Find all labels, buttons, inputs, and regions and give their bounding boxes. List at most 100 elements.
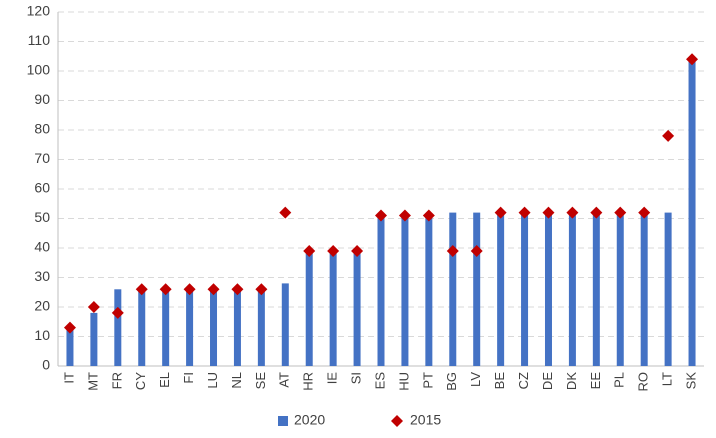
y-tick-label: 50	[34, 209, 50, 225]
x-tick-label: IE	[325, 372, 340, 385]
x-tick-label: FR	[109, 372, 124, 389]
x-tick-label: SI	[349, 372, 364, 384]
x-tick-label: ES	[372, 372, 387, 390]
bar-lv	[473, 212, 481, 366]
marker-fi	[183, 283, 196, 296]
marker-ee	[590, 206, 603, 219]
x-tick-label: RO	[636, 372, 651, 392]
marker-at	[279, 206, 292, 219]
marker-es	[375, 209, 387, 222]
bar-mt	[90, 312, 98, 366]
bar-pt	[425, 215, 433, 366]
y-tick-label: 90	[34, 91, 50, 107]
x-tick-label: NL	[229, 372, 244, 389]
x-tick-label: PL	[612, 372, 627, 388]
marker-si	[351, 244, 364, 257]
x-tick-label: PT	[420, 372, 435, 389]
bar-be	[497, 212, 505, 366]
bar-lt	[664, 212, 672, 366]
x-tick-label: SE	[253, 372, 268, 390]
marker-hr	[303, 244, 316, 257]
x-tick-label: HU	[396, 372, 411, 391]
x-tick-label: LV	[468, 372, 483, 387]
x-tick-label: EL	[157, 372, 172, 388]
y-tick-label: 80	[34, 121, 50, 137]
x-tick-label: BE	[492, 372, 507, 390]
bar-ie	[329, 250, 337, 366]
y-tick-label: 20	[34, 298, 50, 314]
marker-it	[63, 321, 76, 334]
y-tick-label: 10	[34, 327, 50, 343]
bar-lu	[210, 289, 218, 366]
x-tick-label: LT	[660, 372, 675, 386]
y-tick-label: 0	[42, 357, 50, 373]
marker-nl	[231, 283, 244, 296]
x-tick-label: DE	[540, 372, 555, 390]
x-tick-label: LU	[205, 372, 220, 389]
marker-se	[255, 283, 268, 296]
bar-fr	[114, 289, 122, 366]
bar-se	[257, 289, 265, 366]
marker-ie	[327, 244, 340, 257]
y-tick-label: 60	[34, 180, 50, 196]
bar-es	[377, 215, 385, 366]
marker-el	[159, 283, 172, 296]
x-tick-label: CY	[133, 372, 148, 390]
bar-de	[544, 212, 552, 366]
legend-swatch-2020	[278, 416, 288, 426]
marker-bg	[446, 244, 459, 257]
y-tick-label: 110	[28, 32, 51, 48]
bar-nl	[233, 289, 241, 366]
bar-hr	[305, 250, 313, 366]
y-tick-label: 120	[27, 3, 51, 19]
bar-dk	[568, 212, 576, 366]
marker-lv	[470, 244, 483, 257]
bar-it	[66, 327, 74, 366]
bar-ro	[640, 212, 648, 366]
x-axis-ticks: IT MT FR CY EL FI LU NL SE AT HR IE SI ES HU PT BG LV BE CZ…	[61, 372, 698, 392]
marker-cz	[518, 206, 531, 219]
marker-pt	[422, 209, 435, 222]
marker-sk	[686, 53, 699, 66]
marker-series-2015	[63, 53, 699, 334]
bar-pl	[616, 212, 624, 366]
x-tick-label: FI	[181, 372, 196, 384]
x-tick-label: BG	[444, 372, 459, 391]
bar-cz	[521, 212, 529, 366]
marker-mt	[87, 301, 100, 313]
bar-fi	[186, 289, 194, 366]
marker-fr	[111, 306, 124, 319]
x-tick-label: IT	[61, 372, 76, 384]
bar-si	[353, 250, 361, 366]
x-tick-label: EE	[588, 372, 603, 390]
legend-label-2015: 2015	[410, 412, 441, 428]
marker-dk	[566, 206, 579, 219]
marker-hu	[398, 209, 411, 222]
y-tick-label: 30	[34, 268, 50, 284]
bar-series-2020	[66, 59, 696, 366]
y-tick-label: 40	[34, 239, 50, 255]
x-tick-label: HR	[301, 372, 316, 391]
legend-swatch-2015	[391, 415, 403, 427]
bar-hu	[401, 215, 409, 366]
y-tick-label: 100	[27, 62, 51, 78]
bar-el	[162, 289, 170, 366]
bar-bg	[449, 212, 457, 366]
legend: 2020 2015	[278, 412, 441, 428]
marker-be	[494, 206, 507, 219]
marker-ro	[638, 206, 651, 219]
x-tick-label: MT	[85, 372, 100, 391]
x-tick-label: AT	[277, 372, 292, 388]
bar-cy	[138, 289, 146, 366]
x-tick-label: CZ	[516, 372, 531, 389]
y-axis-ticks: 0 10 20 30 40 50 60 70 80 90 100 110 120	[27, 3, 51, 373]
marker-lt	[662, 129, 675, 142]
marker-de	[542, 206, 555, 219]
bar-sk	[688, 59, 696, 366]
bar-ee	[592, 212, 600, 366]
y-tick-label: 70	[34, 150, 50, 166]
x-tick-label: DK	[564, 372, 579, 390]
x-tick-label: SK	[683, 372, 698, 390]
marker-pl	[614, 206, 627, 219]
